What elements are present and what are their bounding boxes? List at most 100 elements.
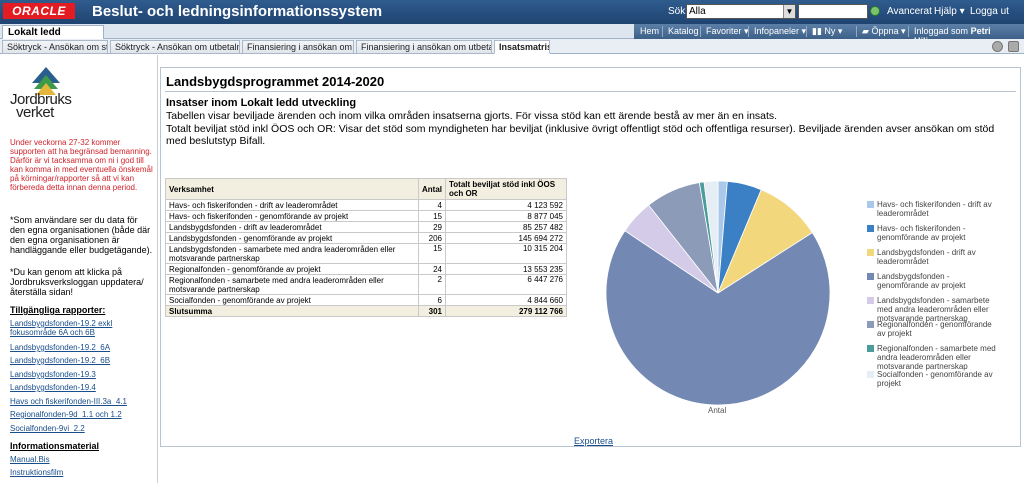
new-chart-icon: ▮▮ <box>812 26 822 36</box>
page-options-icon[interactable] <box>1008 41 1019 52</box>
table-cell: Regionalfonden - samarbete med andra lea… <box>165 274 419 295</box>
main-panel: Landsbygdsprogrammet 2014-2020 Insatser … <box>160 67 1021 447</box>
table-cell: 24 <box>418 263 446 275</box>
table-row: Landsbygdsfonden - genomförande av proje… <box>165 232 567 244</box>
table-cell: 29 <box>418 221 446 233</box>
section-subtitle: Insatser inom Lokalt ledd utveckling <box>166 97 357 109</box>
legend-label: Landsbygdsfonden - samarbete med andra l… <box>877 296 990 323</box>
search-input[interactable] <box>798 4 868 19</box>
table-row: Socialfonden - genomförande av projekt 6… <box>165 294 567 306</box>
table-cell: 301 <box>418 305 446 317</box>
table-cell: Regionalfonden - genomförande av projekt <box>165 263 419 275</box>
title-divider <box>165 91 1016 92</box>
logout-link[interactable]: Logga ut <box>970 6 1009 17</box>
table-cell: 13 553 235 <box>445 263 567 275</box>
support-notice: Under veckorna 27-32 kommer supporten at… <box>10 138 153 192</box>
pie-slice[interactable] <box>605 230 831 406</box>
manual-link[interactable]: Manual.Bis <box>10 455 50 464</box>
dashboard-tab[interactable]: Lokalt ledd utveckling <box>2 25 104 51</box>
tab-insatsmatris[interactable]: Insatsmatris <box>494 40 550 54</box>
table-cell: 15 <box>418 243 446 264</box>
table-cell: 145 694 272 <box>445 232 567 244</box>
nav-new[interactable]: ▮▮ Ny ▾ <box>812 26 843 36</box>
pie-slice[interactable] <box>703 180 719 294</box>
legend-swatch <box>867 345 874 352</box>
search-scope-value: Alla <box>689 6 706 17</box>
table-row: Landsbygdsfonden - samarbete med andra l… <box>165 243 567 264</box>
legend-swatch <box>867 297 874 304</box>
table-row: Landsbygdsfonden - drift av leaderområde… <box>165 221 567 233</box>
table-cell: Havs- och fiskerifonden - drift av leade… <box>165 199 419 211</box>
legend-swatch <box>867 201 874 208</box>
table-cell: 4 844 660 <box>445 294 567 306</box>
insats-table: Verksamhet Antal Totalt beviljat stöd in… <box>165 178 567 317</box>
legend-swatch <box>867 249 874 256</box>
logo-refresh-note: *Du kan genom att klicka på Jordbruksver… <box>10 267 144 297</box>
legend-label: Landsbygdsfonden - genomförande av proje… <box>877 272 966 290</box>
table-cell: 15 <box>418 210 446 222</box>
search-scope-select[interactable]: Alla ▼ <box>686 4 796 19</box>
report-link[interactable]: Socialfonden-9vi_2.2 <box>10 424 85 433</box>
legend-label: Havs- och fiskerifonden - genomförande a… <box>877 224 966 242</box>
reports-heading: Tillgängliga rapporter: <box>10 305 106 315</box>
nav-divider <box>748 26 749 37</box>
table-cell: Landsbygdsfonden - samarbete med andra l… <box>165 243 419 264</box>
page-title: Landsbygdsprogrammet 2014-2020 <box>166 74 385 89</box>
report-link[interactable]: Landsbygdsfonden-19.2 exkl fokusområde 6… <box>10 319 113 337</box>
oracle-logo: ORACLE <box>3 3 75 19</box>
legend-swatch <box>867 371 874 378</box>
report-link[interactable]: Landsbygdsfonden-19.4 <box>10 383 96 392</box>
nav-catalog[interactable]: Katalog <box>668 26 699 36</box>
chevron-down-icon[interactable]: ▼ <box>783 5 795 18</box>
table-row: Regionalfonden - genomförande av projekt… <box>165 263 567 275</box>
instruction-film-link[interactable]: Instruktionsfilm <box>10 468 64 477</box>
table-cell: 85 257 482 <box>445 221 567 233</box>
table-row: Havs- och fiskerifonden - genomförande a… <box>165 210 567 222</box>
tab-soktryck-stod[interactable]: Söktryck - Ansökan om stöd <box>2 40 108 54</box>
folder-icon: ▰ <box>862 26 869 36</box>
legend-swatch <box>867 321 874 328</box>
tab-soktryck-utbetalning[interactable]: Söktryck - Ansökan om utbetalning <box>110 40 240 54</box>
legend-label: Regionalfonden - genomförande av projekt <box>877 320 992 338</box>
table-total-row: Slutsumma 301 279 112 766 <box>165 305 567 317</box>
column-header[interactable]: Antal <box>418 178 446 200</box>
tab-finansiering-utbetalning[interactable]: Finansiering i ansökan om utbetalning <box>356 40 492 54</box>
nav-divider <box>908 26 909 37</box>
table-cell: Socialfonden - genomförande av projekt <box>165 294 419 306</box>
nav-dashboards[interactable]: Infopaneler ▾ <box>754 26 807 36</box>
logo-text: Jordbruks verket <box>10 91 72 121</box>
column-header[interactable]: Totalt beviljat stöd inkl ÖOS och OR <box>445 178 567 200</box>
nav-divider <box>856 26 857 37</box>
search-label: Sök <box>668 6 686 17</box>
report-link[interactable]: Regionalfonden-9d_1.1 och 1.2 <box>10 410 122 419</box>
search-go-icon[interactable] <box>870 6 880 16</box>
description-text-2: Totalt beviljat stöd inkl ÖOS och OR: Vi… <box>166 123 995 147</box>
legend-label: Regionalfonden - samarbete med andra lea… <box>877 344 996 371</box>
table-cell: Havs- och fiskerifonden - genomförande a… <box>165 210 419 222</box>
legend-swatch <box>867 225 874 232</box>
pie-axis-label: Antal <box>708 406 727 415</box>
table-row: Havs- och fiskerifonden - drift av leade… <box>165 199 567 211</box>
tab-finansiering-stod[interactable]: Finansiering i ansökan om stöd <box>242 40 354 54</box>
help-menu[interactable]: Hjälp ▾ <box>934 6 965 17</box>
table-cell: 206 <box>418 232 446 244</box>
gear-icon[interactable] <box>992 41 1003 52</box>
description-text: Tabellen visar beviljade ärenden och ino… <box>166 110 778 122</box>
app-title: Beslut- och ledningsinformationssystem <box>92 3 383 20</box>
nav-favorites[interactable]: Favoriter ▾ <box>706 26 749 36</box>
table-cell: 4 <box>418 199 446 211</box>
global-nav: Hem Katalog Favoriter ▾ Infopaneler ▾ ▮▮… <box>634 24 1024 46</box>
nav-home[interactable]: Hem <box>640 26 660 36</box>
advanced-link[interactable]: Avancerat <box>887 6 932 17</box>
export-link[interactable]: Exportera <box>574 436 614 446</box>
report-link[interactable]: Landsbygdsfonden-19.2_6A <box>10 343 111 352</box>
legend-label: Socialfonden - genomförande av projekt <box>877 370 993 388</box>
table-cell: 279 112 766 <box>445 305 567 317</box>
jordbruksverket-logo[interactable]: Jordbruks verket <box>10 65 85 135</box>
report-link[interactable]: Landsbygdsfonden-19.3 <box>10 370 96 379</box>
table-cell: Landsbygdsfonden - drift av leaderområde… <box>165 221 419 233</box>
nav-open[interactable]: ▰ Öppna ▾ <box>862 26 906 36</box>
report-link[interactable]: Havs och fiskerifonden-III.3a_4.1 <box>10 397 127 406</box>
report-link[interactable]: Landsbygdsfonden-19.2_6B <box>10 356 111 365</box>
column-header[interactable]: Verksamhet <box>165 178 419 200</box>
